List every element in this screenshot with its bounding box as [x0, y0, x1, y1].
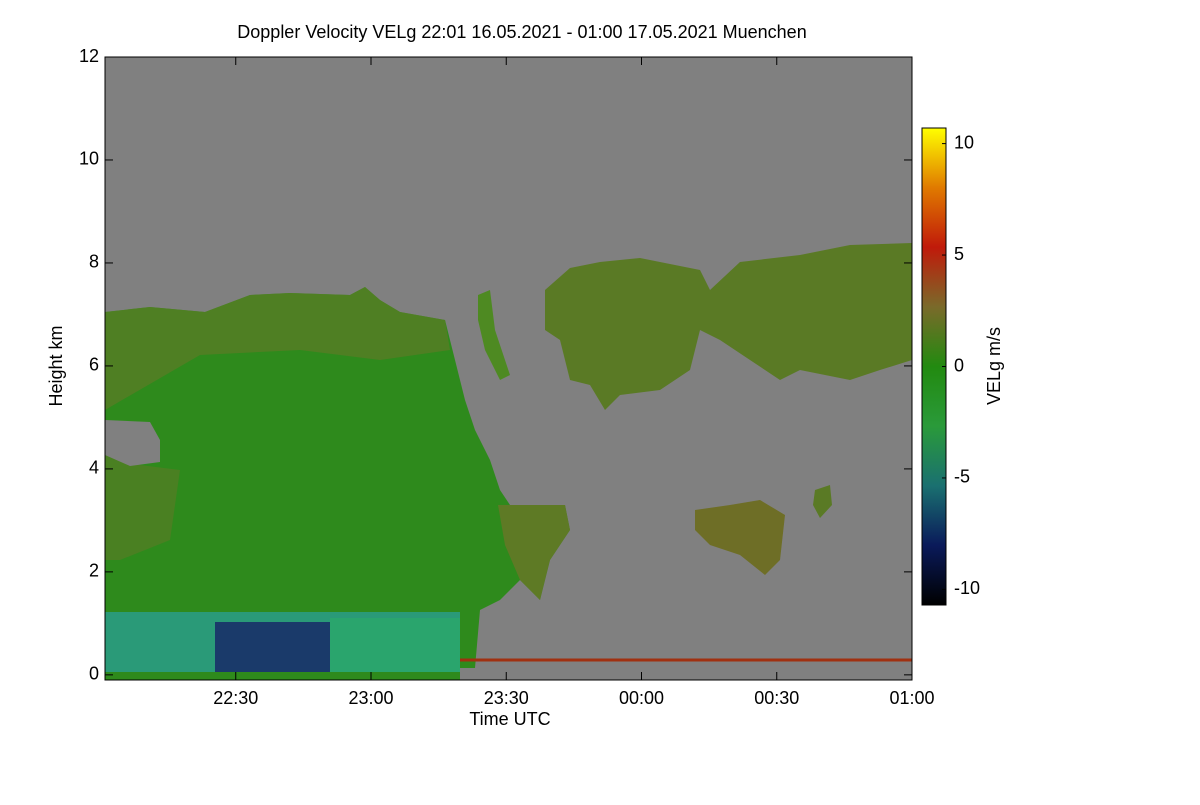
echo-region	[215, 622, 330, 672]
y-tick-label: 4	[89, 458, 99, 478]
y-tick-label: 8	[89, 252, 99, 272]
x-tick-label: 22:30	[213, 688, 258, 708]
echo-region	[105, 287, 450, 410]
x-axis-label: Time UTC	[469, 709, 550, 729]
plot-frame	[104, 56, 913, 681]
colorbar-tick-label: 0	[954, 355, 964, 375]
echo-gap	[105, 420, 160, 466]
chart-title: Doppler Velocity VELg 22:01 16.05.2021 -…	[237, 22, 806, 42]
echo-region	[105, 455, 180, 560]
x-tick-label: 01:00	[889, 688, 934, 708]
echo-region	[330, 618, 460, 672]
x-tick-label: 00:00	[619, 688, 664, 708]
colorbar-tick-label: -10	[954, 578, 980, 598]
echo-region	[695, 500, 785, 575]
y-tick-label: 2	[89, 561, 99, 581]
colorbar-tick-label: -5	[954, 467, 970, 487]
echo-region	[478, 290, 510, 380]
x-tick-label: 23:30	[484, 688, 529, 708]
echo-field	[105, 243, 912, 680]
colorbar-tick-label: 5	[954, 244, 964, 264]
colorbar-tick-label: 10	[954, 132, 974, 152]
y-axis-label: Height km	[46, 325, 66, 406]
y-tick-label: 10	[79, 149, 99, 169]
echo-region	[813, 485, 832, 518]
x-tick-label: 00:30	[754, 688, 799, 708]
y-tick-label: 12	[79, 46, 99, 66]
y-tick-label: 6	[89, 355, 99, 375]
x-tick-label: 23:00	[348, 688, 393, 708]
echo-region	[545, 243, 912, 410]
colorbar-label: VELg m/s	[984, 327, 1004, 405]
echo-region	[105, 287, 570, 680]
echo-region	[498, 505, 570, 600]
y-tick-label: 0	[89, 664, 99, 684]
